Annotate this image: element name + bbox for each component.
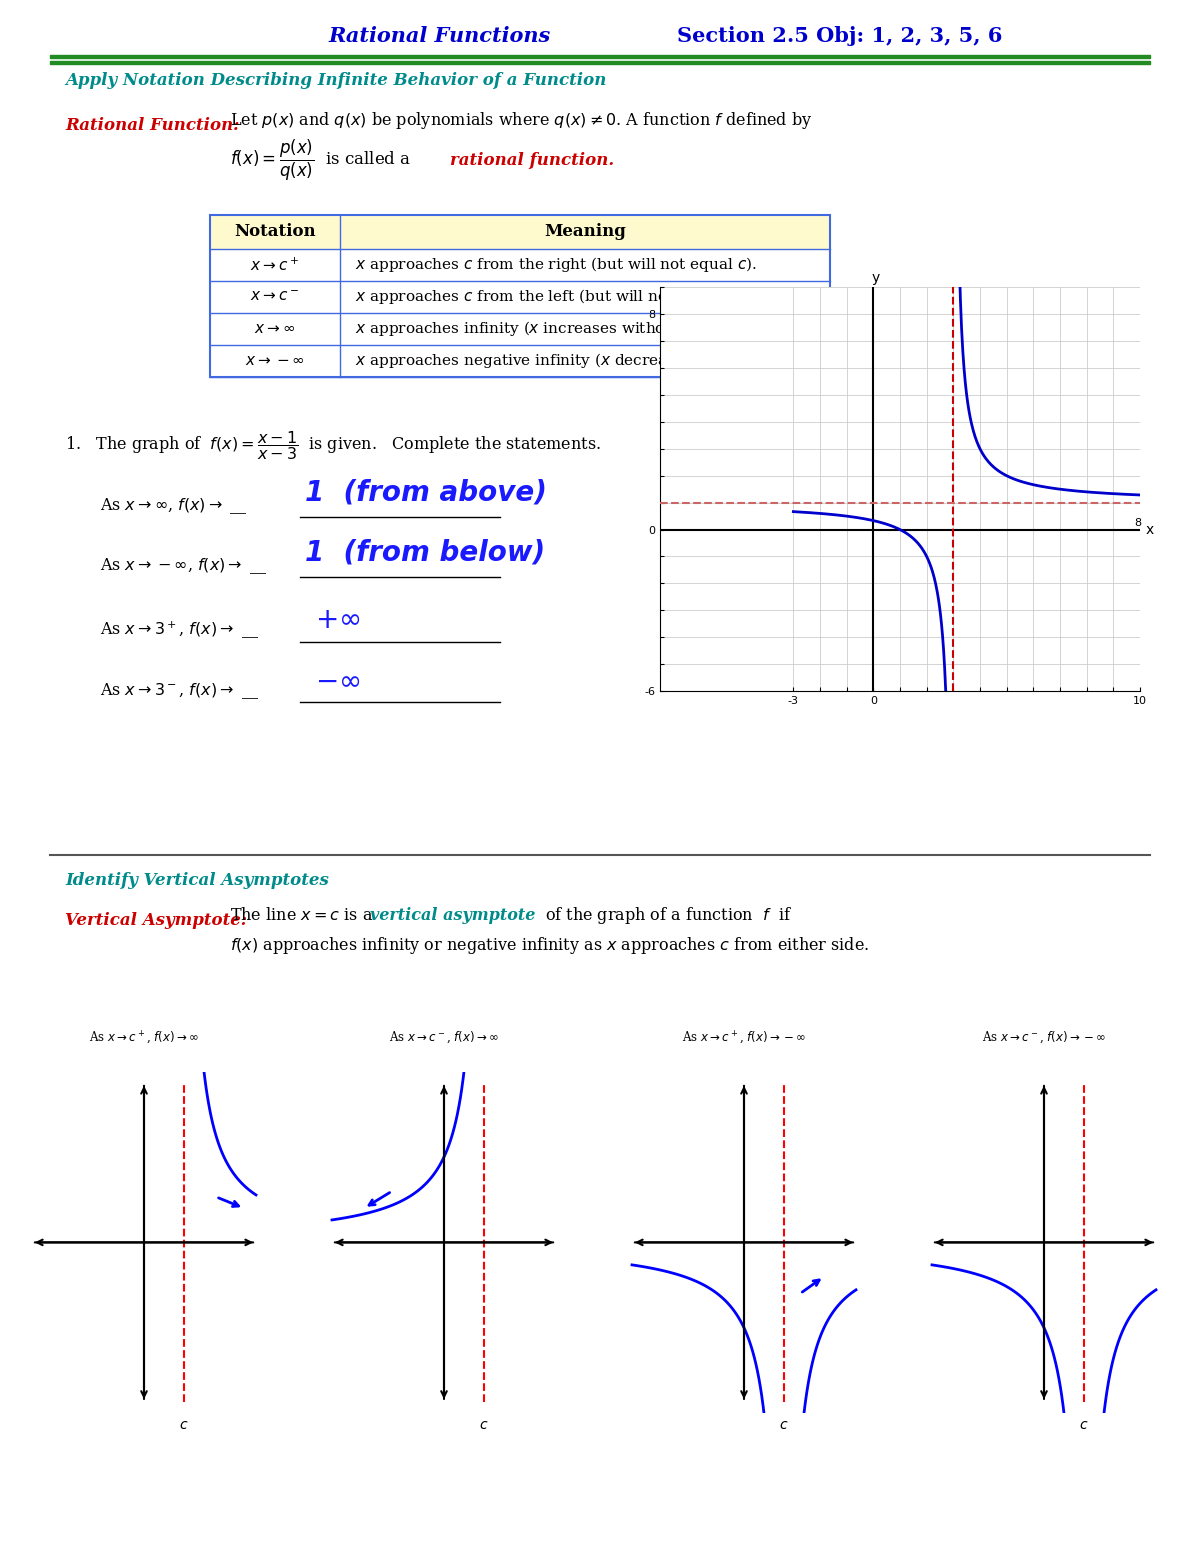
Bar (50, 54, 1150, 57)
Text: $x \to c^+$: $x \to c^+$ (251, 256, 300, 273)
Bar (210, 214, 830, 248)
Text: vertical asymptote: vertical asymptote (370, 907, 535, 924)
Text: $f(x)$ approaches infinity or negative infinity as $x$ approaches $c$ from eithe: $f(x)$ approaches infinity or negative i… (230, 935, 869, 957)
Text: y: y (872, 270, 880, 284)
Text: $x \to c^-$: $x \to c^-$ (251, 290, 300, 304)
Text: $f(x) = \dfrac{p(x)}{q(x)}$  is called a: $f(x) = \dfrac{p(x)}{q(x)}$ is called a (230, 138, 418, 183)
Bar (210, 214, 830, 377)
Text: $x$ approaches $c$ from the right (but will not equal $c$).: $x$ approaches $c$ from the right (but w… (355, 256, 757, 275)
Text: 1  (from below): 1 (from below) (305, 537, 545, 565)
Text: $x \to \infty$: $x \to \infty$ (254, 321, 295, 335)
Text: As $x \to c^+$, $f(x) \to \infty$: As $x \to c^+$, $f(x) \to \infty$ (89, 1030, 199, 1045)
Text: rational function.: rational function. (450, 152, 614, 169)
Text: Let $p(x)$ and $q(x)$ be polynomials where $q(x) \neq 0$. A function $f$ defined: Let $p(x)$ and $q(x)$ be polynomials whe… (230, 110, 812, 130)
Text: $c$: $c$ (1079, 1418, 1088, 1432)
Text: Vertical Asymptote:: Vertical Asymptote: (65, 912, 247, 929)
Text: As $x \to \infty$, $f(x) \to$ __: As $x \to \infty$, $f(x) \to$ __ (100, 495, 248, 516)
Text: $c$: $c$ (779, 1418, 788, 1432)
Text: of the graph of a function  $f$  if: of the graph of a function $f$ if (545, 905, 792, 926)
Text: x: x (1145, 522, 1153, 537)
Text: As $x \to -\infty$, $f(x) \to$ __: As $x \to -\infty$, $f(x) \to$ __ (100, 556, 268, 576)
Text: $+\infty$: $+\infty$ (314, 606, 360, 634)
Text: The line $x = c$ is a: The line $x = c$ is a (230, 907, 379, 924)
Text: Rational Functions: Rational Functions (329, 26, 551, 47)
Text: Section 2.5 Obj: 1, 2, 3, 5, 6: Section 2.5 Obj: 1, 2, 3, 5, 6 (677, 26, 1003, 47)
Text: $c$: $c$ (479, 1418, 488, 1432)
Text: As $x \to c^-$, $f(x) \to \infty$: As $x \to c^-$, $f(x) \to \infty$ (389, 1030, 499, 1045)
Text: Identify Vertical Asymptotes: Identify Vertical Asymptotes (65, 871, 329, 888)
Text: As $x \to c^-$, $f(x) \to -\infty$: As $x \to c^-$, $f(x) \to -\infty$ (982, 1030, 1106, 1045)
Text: 8: 8 (1135, 517, 1141, 528)
Text: As $x \to 3^-$, $f(x) \to$ __: As $x \to 3^-$, $f(x) \to$ __ (100, 682, 259, 700)
Text: Meaning: Meaning (544, 224, 626, 241)
Text: $x \to -\infty$: $x \to -\infty$ (245, 354, 305, 368)
Text: As $x \to c^+$, $f(x) \to -\infty$: As $x \to c^+$, $f(x) \to -\infty$ (682, 1030, 806, 1045)
Text: $-\infty$: $-\infty$ (314, 666, 360, 694)
Text: Apply Notation Describing Infinite Behavior of a Function: Apply Notation Describing Infinite Behav… (65, 71, 606, 89)
Bar (50, 61, 1150, 64)
Text: $x$ approaches infinity ($x$ increases without bound).: $x$ approaches infinity ($x$ increases w… (355, 320, 744, 339)
Text: 1  (from above): 1 (from above) (305, 478, 547, 506)
Text: Notation: Notation (234, 224, 316, 241)
Text: $c$: $c$ (179, 1418, 188, 1432)
Text: $x$ approaches $c$ from the left (but will not equal $c$).: $x$ approaches $c$ from the left (but wi… (355, 287, 745, 306)
Text: Rational Function:: Rational Function: (65, 116, 239, 134)
Text: 1.   The graph of  $f(x) = \dfrac{x-1}{x-3}$  is given.   Complete the statement: 1. The graph of $f(x) = \dfrac{x-1}{x-3}… (65, 429, 601, 463)
Text: $x$ approaches negative infinity ($x$ decreases without bound).: $x$ approaches negative infinity ($x$ de… (355, 351, 820, 371)
Text: As $x \to 3^+$, $f(x) \to$ __: As $x \to 3^+$, $f(x) \to$ __ (100, 620, 259, 641)
